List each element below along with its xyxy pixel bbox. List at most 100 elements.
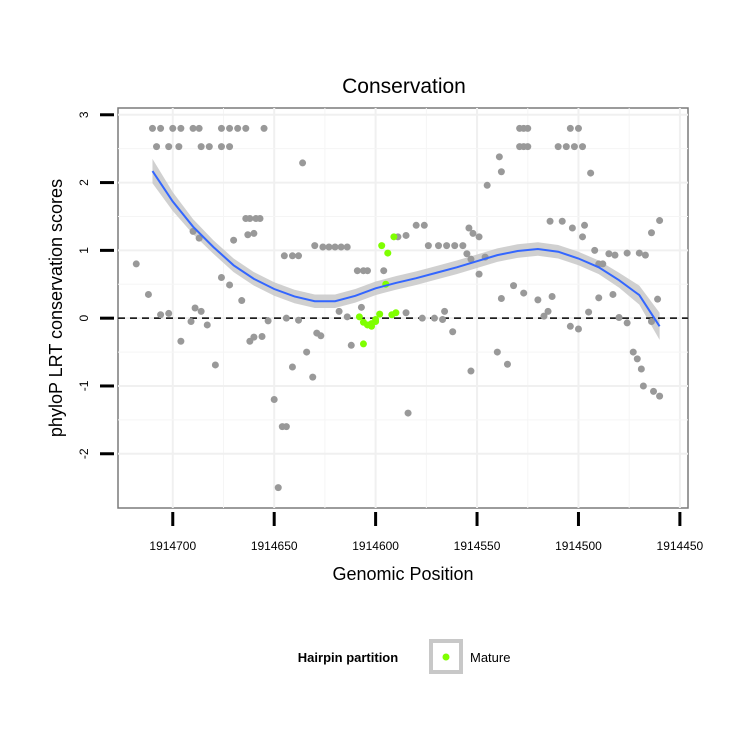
data-point — [144, 290, 152, 298]
data-point — [609, 290, 617, 298]
smooth-fit-line — [151, 170, 661, 327]
data-point — [544, 307, 552, 315]
data-point — [654, 295, 662, 303]
data-point — [288, 363, 296, 371]
y-axis: -2 -1 0 1 2 3 — [77, 111, 114, 459]
data-point — [274, 484, 282, 492]
y-tick-label: -1 — [77, 380, 91, 391]
data-point — [412, 221, 420, 229]
data-point — [331, 243, 339, 251]
mature-point — [368, 322, 376, 330]
data-point — [441, 307, 449, 315]
data-point — [353, 267, 361, 275]
x-tick-label: 1914650 — [251, 539, 298, 553]
data-point — [226, 281, 234, 289]
data-point — [475, 233, 483, 241]
data-point — [211, 361, 219, 369]
data-point — [258, 332, 266, 340]
data-point — [165, 143, 173, 151]
data-point — [132, 260, 140, 268]
data-point — [503, 360, 511, 368]
data-point — [325, 243, 333, 251]
x-tick-label: 1914500 — [555, 539, 602, 553]
data-point — [205, 143, 213, 151]
data-point — [510, 282, 518, 290]
data-point — [623, 249, 631, 257]
data-point — [217, 143, 225, 151]
mature-point — [378, 242, 386, 250]
y-tick-label: -2 — [77, 448, 91, 459]
data-point — [611, 251, 619, 259]
data-point — [191, 304, 199, 312]
data-point — [157, 124, 165, 132]
data-point — [562, 143, 570, 151]
data-point — [629, 348, 637, 356]
data-point — [402, 231, 410, 239]
data-point — [546, 217, 554, 225]
data-point — [566, 322, 574, 330]
data-point — [189, 124, 197, 132]
x-tick-label: 1914550 — [454, 539, 501, 553]
data-point — [469, 229, 477, 237]
x-tick-label: 1914450 — [657, 539, 704, 553]
data-point — [451, 242, 459, 250]
data-point — [495, 153, 503, 161]
data-point — [520, 289, 528, 297]
data-point — [282, 423, 290, 431]
data-point — [282, 314, 290, 322]
data-point — [599, 260, 607, 268]
data-point — [295, 252, 303, 260]
data-point — [540, 312, 548, 320]
data-point — [554, 143, 562, 151]
data-point — [459, 242, 467, 250]
data-point — [420, 221, 428, 229]
data-point — [430, 314, 438, 322]
data-point — [264, 317, 272, 325]
data-point — [623, 319, 631, 327]
data-point — [195, 234, 203, 242]
mature-point — [359, 340, 367, 348]
y-axis-label: phyloP LRT conservation scores — [46, 179, 66, 437]
data-point — [217, 124, 225, 132]
data-point — [443, 242, 451, 250]
mature-point — [392, 309, 400, 317]
data-point — [566, 124, 574, 132]
x-axis-label: Genomic Position — [332, 564, 473, 584]
chart-title: Conservation — [342, 75, 466, 98]
y-tick-label: 2 — [77, 179, 91, 186]
data-point — [153, 143, 161, 151]
data-point — [357, 303, 365, 311]
data-point — [404, 409, 412, 417]
data-point — [570, 143, 578, 151]
data-point — [343, 243, 351, 251]
data-point — [169, 124, 177, 132]
data-point — [558, 217, 566, 225]
data-point — [148, 124, 156, 132]
mature-point — [372, 318, 380, 326]
data-point — [656, 392, 664, 400]
data-point — [203, 321, 211, 329]
data-point — [467, 367, 475, 375]
data-point — [187, 318, 195, 326]
data-point — [309, 373, 317, 381]
x-axis: 1914700 1914650 1914600 1914550 1914500 19144… — [149, 512, 704, 553]
data-point — [250, 229, 258, 237]
data-point — [439, 316, 447, 324]
data-point — [242, 124, 250, 132]
smooth-curve — [151, 170, 661, 327]
data-point — [524, 124, 532, 132]
data-point — [497, 168, 505, 176]
data-point — [343, 313, 351, 321]
grid-lines — [118, 108, 688, 508]
data-point — [195, 124, 203, 132]
legend-title: Hairpin partition — [298, 650, 398, 665]
data-point — [177, 337, 185, 345]
data-point — [434, 242, 442, 250]
data-point — [548, 292, 556, 300]
data-point — [270, 396, 278, 404]
data-point — [635, 249, 643, 257]
data-point — [615, 313, 623, 321]
plot-panel — [117, 107, 689, 509]
x-tick-label: 1914700 — [149, 539, 196, 553]
